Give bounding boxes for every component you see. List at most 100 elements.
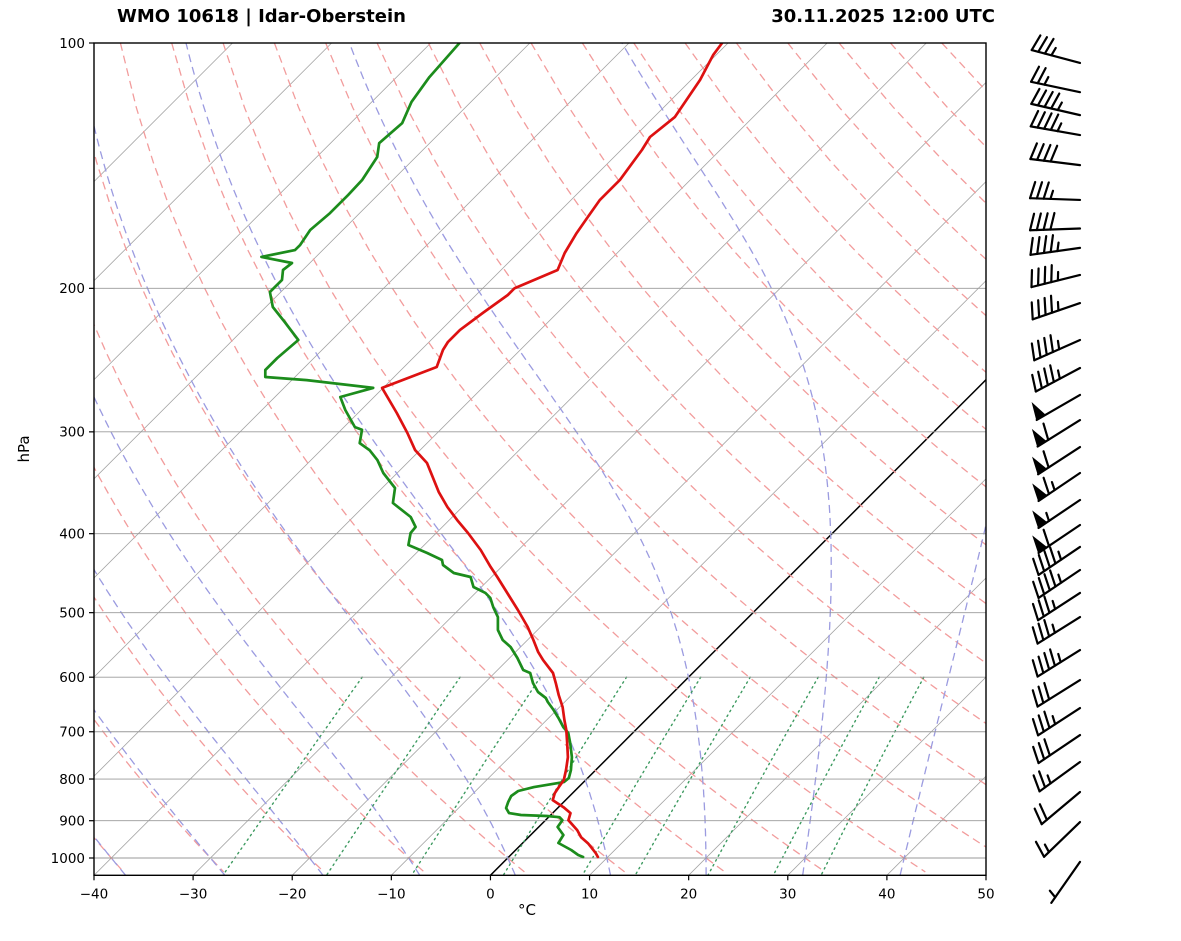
- barb-full: [1049, 113, 1060, 132]
- wind-barb: [1030, 264, 1082, 289]
- dry-adiabat: [94, 466, 425, 873]
- barb-half: [1051, 714, 1057, 726]
- y-tick-label: 400: [59, 526, 85, 542]
- background-lines: [0, 43, 986, 876]
- barb-staff: [1030, 102, 1082, 117]
- barb-full: [1036, 89, 1048, 107]
- barb-full: [1043, 550, 1051, 569]
- mixing-ratio-line: [772, 676, 880, 876]
- wind-barb: [1030, 87, 1082, 117]
- barb-staff: [1050, 860, 1082, 904]
- barb-full: [1029, 236, 1034, 256]
- wind-barb: [1032, 545, 1082, 577]
- barb-full: [1037, 36, 1049, 53]
- barb-full: [1036, 339, 1042, 359]
- wind-barb: [1029, 65, 1082, 94]
- barb-full: [1037, 714, 1045, 733]
- isotherm-line: [192, 81, 986, 876]
- barb-half: [1056, 339, 1061, 351]
- barb-pennant: [1031, 402, 1047, 421]
- dry-adiabat: [376, 43, 986, 725]
- wind-barb: [1031, 706, 1082, 737]
- barb-full: [1050, 92, 1061, 110]
- barb-full: [1028, 180, 1037, 200]
- x-tick-label: −20: [278, 886, 307, 902]
- mixing-ratio-line: [325, 676, 461, 876]
- barb-full: [1049, 234, 1055, 254]
- barb-full: [1038, 803, 1049, 821]
- wind-barb: [1028, 211, 1082, 232]
- barb-half: [1056, 122, 1063, 133]
- barb-full: [1043, 296, 1047, 317]
- barb-full: [1028, 212, 1036, 232]
- barb-pennant: [1031, 428, 1047, 448]
- barb-staff: [1030, 48, 1082, 65]
- wind-barb: [1031, 591, 1082, 622]
- barb-full: [1049, 648, 1056, 667]
- barb-staff: [1036, 615, 1082, 645]
- barb-full: [1037, 576, 1046, 596]
- barb-pennant: [1032, 510, 1048, 529]
- barb-full: [1042, 212, 1049, 231]
- barb-full: [1031, 602, 1040, 622]
- isotherm-lines: [94, 43, 986, 876]
- barb-full: [1030, 87, 1041, 105]
- x-tick-label: 0: [486, 886, 495, 902]
- barb-half: [1056, 101, 1063, 112]
- wind-barb: [1031, 615, 1082, 645]
- wind-barb: [1031, 393, 1082, 422]
- barb-full: [1042, 422, 1050, 442]
- barb-full: [1031, 659, 1039, 678]
- dry-adiabat: [633, 43, 986, 431]
- barb-full: [1043, 573, 1051, 592]
- isotherm-line: [94, 43, 828, 777]
- dewpoint-curve: [260, 43, 585, 859]
- mixing-ratio-line: [820, 676, 925, 876]
- dry-adiabat: [94, 595, 325, 873]
- barb-full: [1042, 450, 1050, 469]
- barb-full: [1043, 336, 1048, 356]
- y-tick-label: 900: [59, 814, 85, 830]
- mixing-ratio-line: [707, 676, 819, 876]
- mixing-ratio-lines: [222, 676, 925, 876]
- wind-barbs: [1028, 34, 1082, 904]
- moist-adiabat-lines: [0, 43, 986, 876]
- dry-adiabat: [119, 43, 726, 873]
- barb-full: [1030, 301, 1034, 321]
- barb-full: [1035, 181, 1044, 200]
- isotherm-line: [94, 43, 332, 282]
- barb-full: [1036, 111, 1046, 129]
- barb-full: [1032, 745, 1040, 765]
- barb-half: [1057, 550, 1063, 561]
- isotherm-line: [94, 43, 432, 381]
- barb-full: [1043, 595, 1051, 614]
- moist-adiabat: [0, 43, 26, 875]
- wind-barb: [1032, 498, 1082, 530]
- barb-full: [1037, 622, 1045, 642]
- temperature-curve: [380, 43, 724, 859]
- barb-full: [1031, 717, 1040, 737]
- barb-half: [1045, 511, 1051, 523]
- barb-full: [1043, 710, 1051, 729]
- y-tick-label: 800: [59, 772, 85, 788]
- barb-full: [1036, 143, 1045, 161]
- barb-full: [1034, 840, 1046, 858]
- barb-full: [1029, 65, 1041, 83]
- mixing-ratio-line: [222, 676, 363, 876]
- wind-barb: [1030, 294, 1082, 321]
- barb-full: [1037, 655, 1045, 675]
- barb-full: [1043, 367, 1049, 387]
- barb-full: [1032, 580, 1040, 600]
- y-tick-label: 700: [59, 725, 85, 741]
- barb-staff: [1036, 591, 1082, 622]
- mixing-ratio-line: [581, 676, 702, 876]
- barb-full: [1049, 144, 1059, 163]
- moist-adiabat: [94, 395, 421, 876]
- barb-full: [1029, 142, 1039, 161]
- barb-staff: [1029, 157, 1082, 167]
- dry-adiabat: [94, 718, 225, 873]
- barb-full: [1030, 342, 1036, 362]
- station-title: WMO 10618 | Idar-Oberstein: [117, 6, 406, 27]
- barb-half: [1049, 189, 1055, 201]
